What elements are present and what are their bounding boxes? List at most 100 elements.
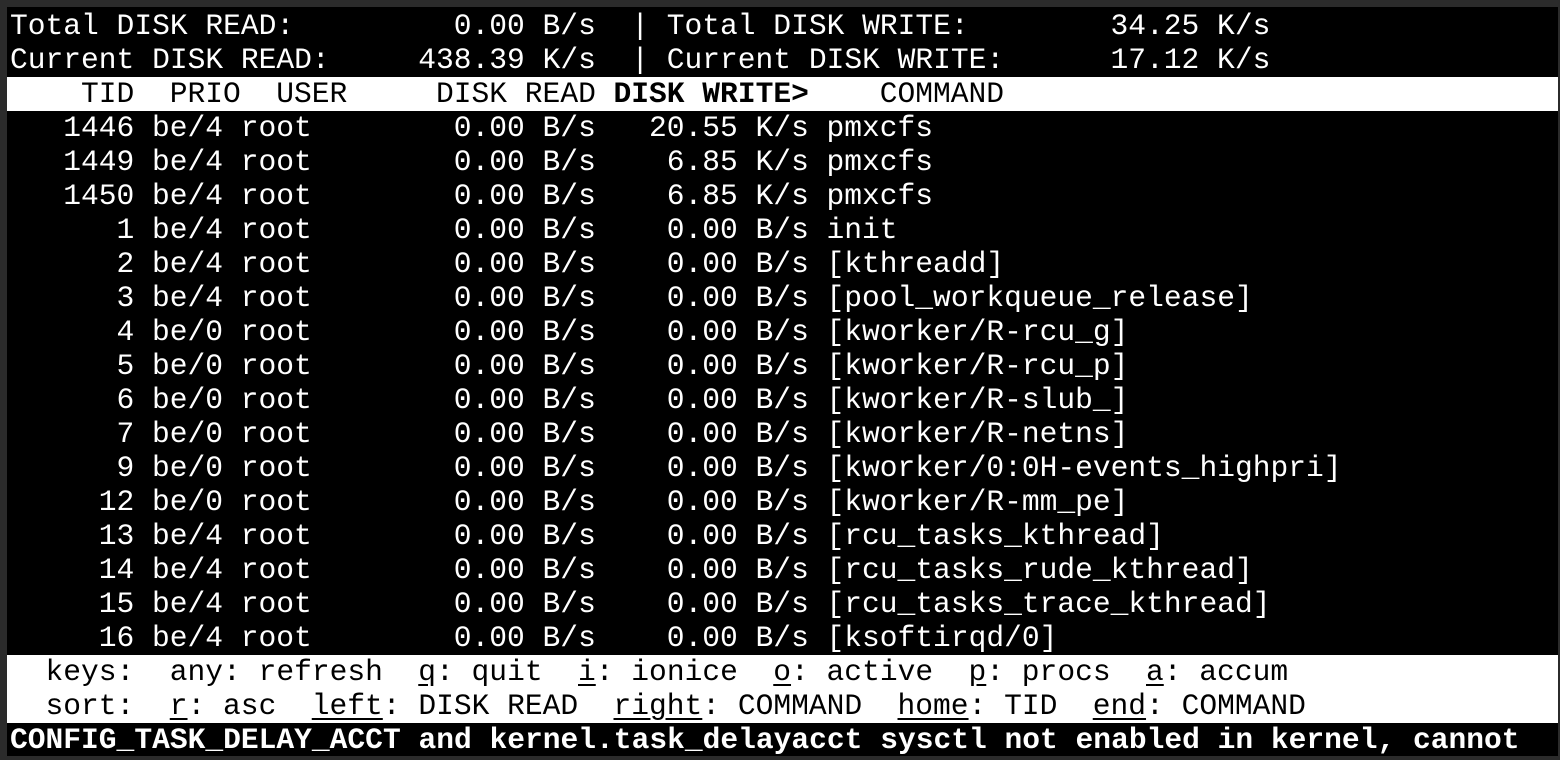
tid: 1449: [63, 145, 135, 179]
shortcut-o[interactable]: o: active: [773, 655, 933, 689]
column-prio[interactable]: PRIO: [169, 77, 241, 111]
tid: 14: [98, 553, 135, 587]
user: root: [240, 281, 312, 315]
total-io-summary: Total DISK READ: 0.00 B/s | Total DISK WRIT…: [7, 9, 1558, 43]
disk-read: 0.00 B/s: [453, 383, 596, 417]
prio: be/4: [152, 519, 224, 553]
keys-help-line: keys: any: refresh q: quit i: ionice o: acti…: [7, 655, 1558, 689]
process-row[interactable]: 16 be/4 root 0.00 B/s 0.00 B/s [ksoftirqd/0]: [7, 621, 1558, 655]
shortcut-r[interactable]: r: asc: [170, 689, 277, 723]
command: [kworker/R-mm_pe]: [826, 485, 1129, 519]
process-row[interactable]: 9 be/0 root 0.00 B/s 0.00 B/s [kworker/0:0H-e…: [7, 451, 1558, 485]
user: root: [240, 247, 312, 281]
shortcut-q[interactable]: q: quit: [418, 655, 542, 689]
command: [kworker/R-rcu_p]: [826, 349, 1129, 383]
process-row[interactable]: 1449 be/4 root 0.00 B/s 6.85 K/s pmxcfs: [7, 145, 1558, 179]
disk-read: 0.00 B/s: [453, 621, 596, 655]
command: [rcu_tasks_kthread]: [826, 519, 1164, 553]
process-row[interactable]: 1446 be/4 root 0.00 B/s 20.55 K/s pmxcfs: [7, 111, 1558, 145]
command: [kworker/0:0H-events_highpri]: [826, 451, 1342, 485]
user: root: [240, 519, 312, 553]
tid: 9: [116, 451, 135, 485]
separator: |: [631, 9, 650, 43]
shortcut-key: r: [169, 689, 188, 723]
prio: be/4: [152, 281, 224, 315]
shortcut-desc: TID: [1004, 689, 1058, 723]
disk-write: 0.00 B/s: [666, 315, 809, 349]
process-row[interactable]: 1 be/4 root 0.00 B/s 0.00 B/s init: [7, 213, 1558, 247]
process-row[interactable]: 14 be/4 root 0.00 B/s 0.00 B/s [rcu_tasks_rud…: [7, 553, 1558, 587]
total-read-label: Total DISK READ:: [10, 9, 295, 43]
current-write-value: 17.12 K/s: [1110, 43, 1271, 77]
disk-read: 0.00 B/s: [453, 587, 596, 621]
disk-write: 6.85 K/s: [666, 179, 809, 213]
colon: :: [223, 655, 259, 689]
process-row[interactable]: 2 be/4 root 0.00 B/s 0.00 B/s [kthreadd]: [7, 247, 1558, 281]
user: root: [240, 485, 312, 519]
prio: be/0: [152, 315, 224, 349]
column-user[interactable]: USER: [276, 77, 348, 111]
shortcut-right[interactable]: right: COMMAND: [614, 689, 863, 723]
process-row[interactable]: 15 be/4 root 0.00 B/s 0.00 B/s [rcu_tasks_tra…: [7, 587, 1558, 621]
process-row[interactable]: 4 be/0 root 0.00 B/s 0.00 B/s [kworker/R-rcu_…: [7, 315, 1558, 349]
prio: be/0: [152, 383, 224, 417]
shortcut-a[interactable]: a: accum: [1146, 655, 1288, 689]
disk-read: 0.00 B/s: [453, 111, 596, 145]
colon: :: [702, 689, 738, 723]
user: root: [240, 451, 312, 485]
prio: be/0: [152, 485, 224, 519]
disk-write: 0.00 B/s: [666, 587, 809, 621]
iotop-terminal[interactable]: Total DISK READ: 0.00 B/s | Total DISK WRIT…: [7, 7, 1558, 756]
disk-write: 0.00 B/s: [666, 417, 809, 451]
prio: be/0: [152, 349, 224, 383]
process-row[interactable]: 5 be/0 root 0.00 B/s 0.00 B/s [kworker/R-rcu_…: [7, 349, 1558, 383]
column-tid[interactable]: TID: [81, 77, 135, 111]
shortcut-left[interactable]: left: DISK READ: [312, 689, 578, 723]
disk-write: 0.00 B/s: [666, 247, 809, 281]
keys-label: keys:: [45, 655, 135, 689]
shortcut-p[interactable]: p: procs: [969, 655, 1111, 689]
tid: 1446: [63, 111, 135, 145]
prio: be/4: [152, 587, 224, 621]
process-row[interactable]: 13 be/4 root 0.00 B/s 0.00 B/s [rcu_tasks_kth…: [7, 519, 1558, 553]
process-row[interactable]: 12 be/0 root 0.00 B/s 0.00 B/s [kworker/R-mm_…: [7, 485, 1558, 519]
shortcut-desc: refresh: [258, 655, 383, 689]
colon: :: [595, 655, 632, 689]
shortcut-any[interactable]: any: refresh: [170, 655, 383, 689]
shortcut-i[interactable]: i: ionice: [578, 655, 738, 689]
process-row[interactable]: 7 be/0 root 0.00 B/s 0.00 B/s [kworker/R-netn…: [7, 417, 1558, 451]
process-row[interactable]: 6 be/0 root 0.00 B/s 0.00 B/s [kworker/R-slub…: [7, 383, 1558, 417]
user: root: [240, 349, 312, 383]
tid: 4: [116, 315, 135, 349]
process-row[interactable]: 1450 be/4 root 0.00 B/s 6.85 K/s pmxcfs: [7, 179, 1558, 213]
column-disk-read[interactable]: DISK READ: [436, 77, 596, 111]
shortcut-desc: COMMAND: [737, 689, 863, 723]
column-command[interactable]: COMMAND: [879, 77, 1005, 111]
user: root: [240, 621, 312, 655]
process-row[interactable]: 3 be/4 root 0.00 B/s 0.00 B/s [pool_workqueue…: [7, 281, 1558, 315]
user: root: [240, 213, 312, 247]
colon: :: [1163, 655, 1200, 689]
sort-help-line: sort: r: asc left: DISK READ right: COMMAND…: [7, 689, 1558, 723]
shortcut-desc: accum: [1199, 655, 1289, 689]
shortcut-key: a: [1146, 655, 1164, 689]
tid: 2: [116, 247, 135, 281]
disk-read: 0.00 B/s: [453, 417, 596, 451]
colon: :: [986, 655, 1022, 689]
shortcut-key: left: [311, 689, 383, 723]
shortcut-end[interactable]: end: COMMAND: [1093, 689, 1306, 723]
shortcut-key: p: [968, 655, 987, 689]
column-disk-write[interactable]: DISK WRITE>: [613, 77, 809, 111]
prio: be/0: [152, 417, 224, 451]
prio: be/4: [152, 179, 224, 213]
disk-write: 0.00 B/s: [666, 213, 809, 247]
command: [pool_workqueue_release]: [826, 281, 1253, 315]
command: [kworker/R-netns]: [826, 417, 1129, 451]
user: root: [240, 145, 312, 179]
disk-read: 0.00 B/s: [453, 451, 596, 485]
shortcut-home[interactable]: home: TID: [898, 689, 1058, 723]
shortcut-desc: DISK READ: [418, 689, 579, 723]
delay-acct-warning: CONFIG_TASK_DELAY_ACCT and kernel.task_d…: [10, 723, 1520, 756]
command: [rcu_tasks_trace_kthread]: [826, 587, 1271, 621]
disk-write: 0.00 B/s: [666, 519, 809, 553]
